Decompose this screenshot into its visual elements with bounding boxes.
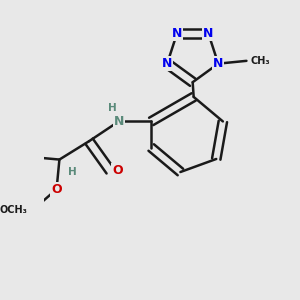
Text: N: N [213, 57, 224, 70]
Text: OCH₃: OCH₃ [0, 206, 27, 215]
Text: H: H [68, 167, 76, 177]
Text: N: N [203, 27, 214, 40]
Text: O: O [51, 183, 62, 196]
Text: O: O [112, 164, 123, 177]
Text: H: H [108, 103, 117, 113]
Text: N: N [172, 27, 182, 40]
Text: N: N [162, 57, 172, 70]
Text: CH₃: CH₃ [251, 56, 270, 66]
Text: N: N [113, 115, 124, 128]
